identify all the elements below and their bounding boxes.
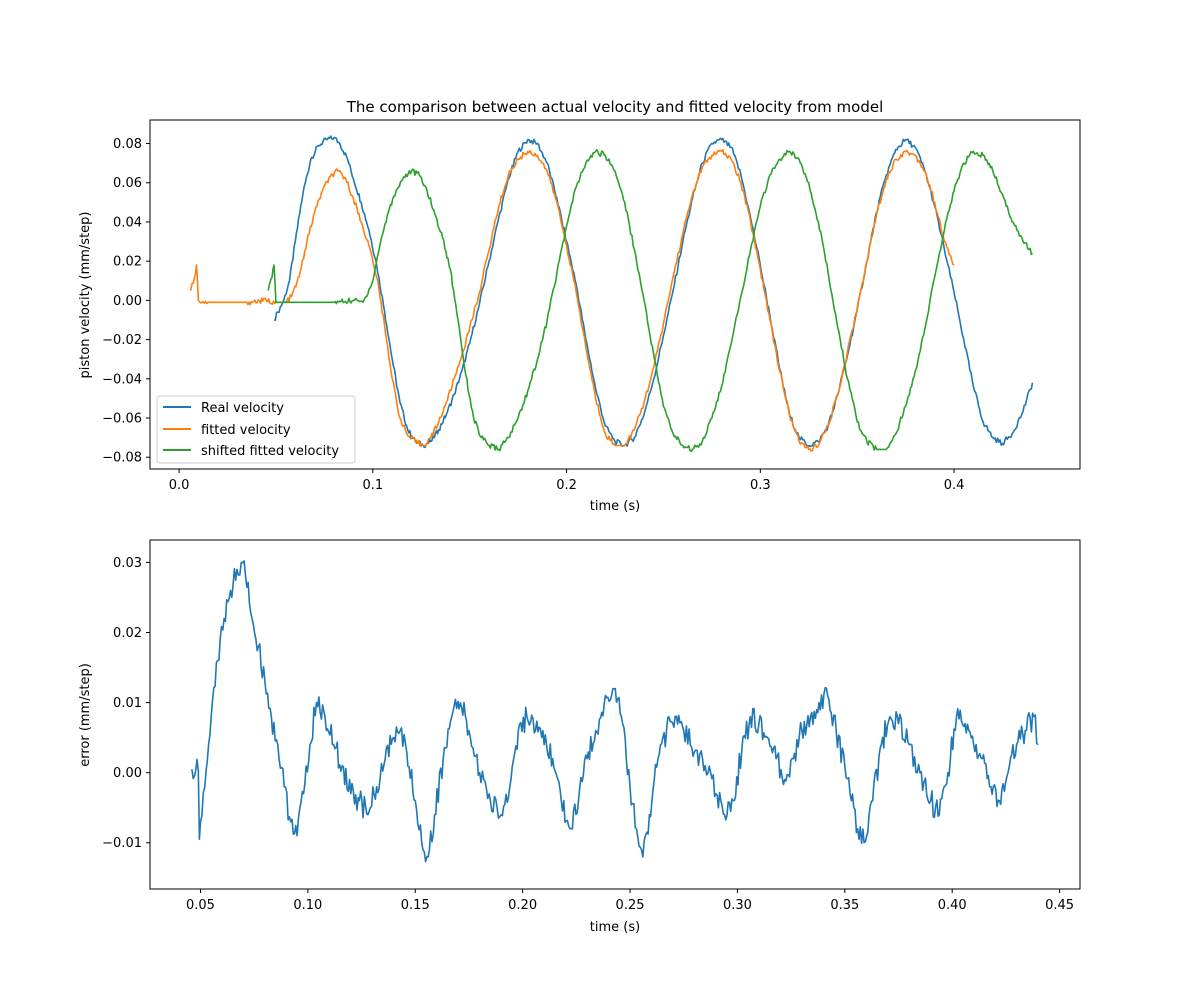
velocity-legend: Real velocity fitted velocity shifted fi…: [156, 395, 356, 464]
velocity-x-tick-label: 0.2: [556, 478, 577, 493]
legend-label-real-velocity: Real velocity: [201, 401, 284, 416]
velocity-y-tick-label: 0.06: [113, 176, 142, 191]
error-x-tick-label: 0.25: [616, 898, 645, 913]
velocity-y-tick-label: 0.08: [113, 137, 142, 152]
error-series-error-line: [191, 560, 1039, 863]
velocity-series-real-velocity-line: [273, 135, 1034, 449]
error-plot-area: [191, 560, 1039, 863]
error-y-tick-label: 0.03: [113, 556, 142, 571]
velocity-x-tick-label: 0.1: [362, 478, 383, 493]
error-x-tick-label: 0.35: [830, 898, 859, 913]
legend-label-fitted-velocity: fitted velocity: [201, 423, 291, 438]
velocity-x-tick-label: 0.3: [750, 478, 771, 493]
velocity-x-tick-label: 0.4: [944, 478, 965, 493]
error-y-tick-label: −0.01: [102, 836, 142, 851]
velocity-x-ticks: 0.0 0.1 0.2 0.3 0.4: [169, 469, 965, 493]
legend-entry-shifted-fitted-velocity: shifted fitted velocity: [163, 444, 339, 459]
velocity-series-shifted-fitted-velocity-line: [267, 148, 1034, 453]
error-x-tick-label: 0.20: [508, 898, 537, 913]
velocity-plot-title: The comparison between actual velocity a…: [346, 98, 883, 116]
velocity-y-axis-label: piston velocity (mm/step): [78, 212, 93, 379]
velocity-plot-frame: [149, 119, 1081, 470]
velocity-x-axis-label: time (s): [590, 499, 640, 514]
velocity-y-tick-label: −0.08: [102, 451, 142, 466]
error-y-axis-label: error (mm/step): [78, 663, 93, 767]
legend-entry-real-velocity: Real velocity: [163, 401, 284, 416]
error-x-tick-label: 0.05: [186, 898, 215, 913]
error-x-tick-label: 0.40: [938, 898, 967, 913]
velocity-y-ticks: −0.08 −0.06 −0.04 −0.02 0.00 0.02 0.04 0.06 0.08: [102, 137, 150, 466]
error-x-tick-label: 0.15: [401, 898, 430, 913]
error-x-tick-label: 0.45: [1045, 898, 1074, 913]
velocity-y-tick-label: −0.06: [102, 412, 142, 427]
error-y-ticks: −0.01 0.00 0.01 0.02 0.03: [102, 556, 150, 851]
error-y-tick-label: 0.01: [113, 696, 142, 711]
velocity-series-fitted-velocity-line: [189, 148, 955, 452]
error-y-tick-label: 0.00: [113, 766, 142, 781]
error-y-tick-label: 0.02: [113, 626, 142, 641]
legend-entry-fitted-velocity: fitted velocity: [163, 423, 291, 438]
velocity-y-tick-label: 0.00: [113, 294, 142, 309]
error-plot: 0.05 0.10 0.15 0.20 0.25 0.30 0.35 0.40 0.45 −0.…: [78, 539, 1081, 935]
error-x-tick-label: 0.30: [723, 898, 752, 913]
velocity-comparison-plot: The comparison between actual velocity a…: [78, 98, 1081, 514]
error-x-axis-label: time (s): [590, 920, 640, 935]
velocity-y-tick-label: 0.02: [113, 255, 142, 270]
error-x-tick-label: 0.10: [293, 898, 322, 913]
velocity-plot-area: [189, 135, 1034, 453]
velocity-y-tick-label: −0.02: [102, 333, 142, 348]
velocity-y-tick-label: 0.04: [113, 215, 142, 230]
velocity-y-tick-label: −0.04: [102, 372, 142, 387]
velocity-x-tick-label: 0.0: [169, 478, 190, 493]
error-x-ticks: 0.05 0.10 0.15 0.20 0.25 0.30 0.35 0.40 0.45: [186, 889, 1074, 913]
error-plot-frame: [149, 539, 1081, 890]
legend-label-shifted-fitted-velocity: shifted fitted velocity: [201, 444, 339, 459]
legend-box: [156, 395, 356, 464]
